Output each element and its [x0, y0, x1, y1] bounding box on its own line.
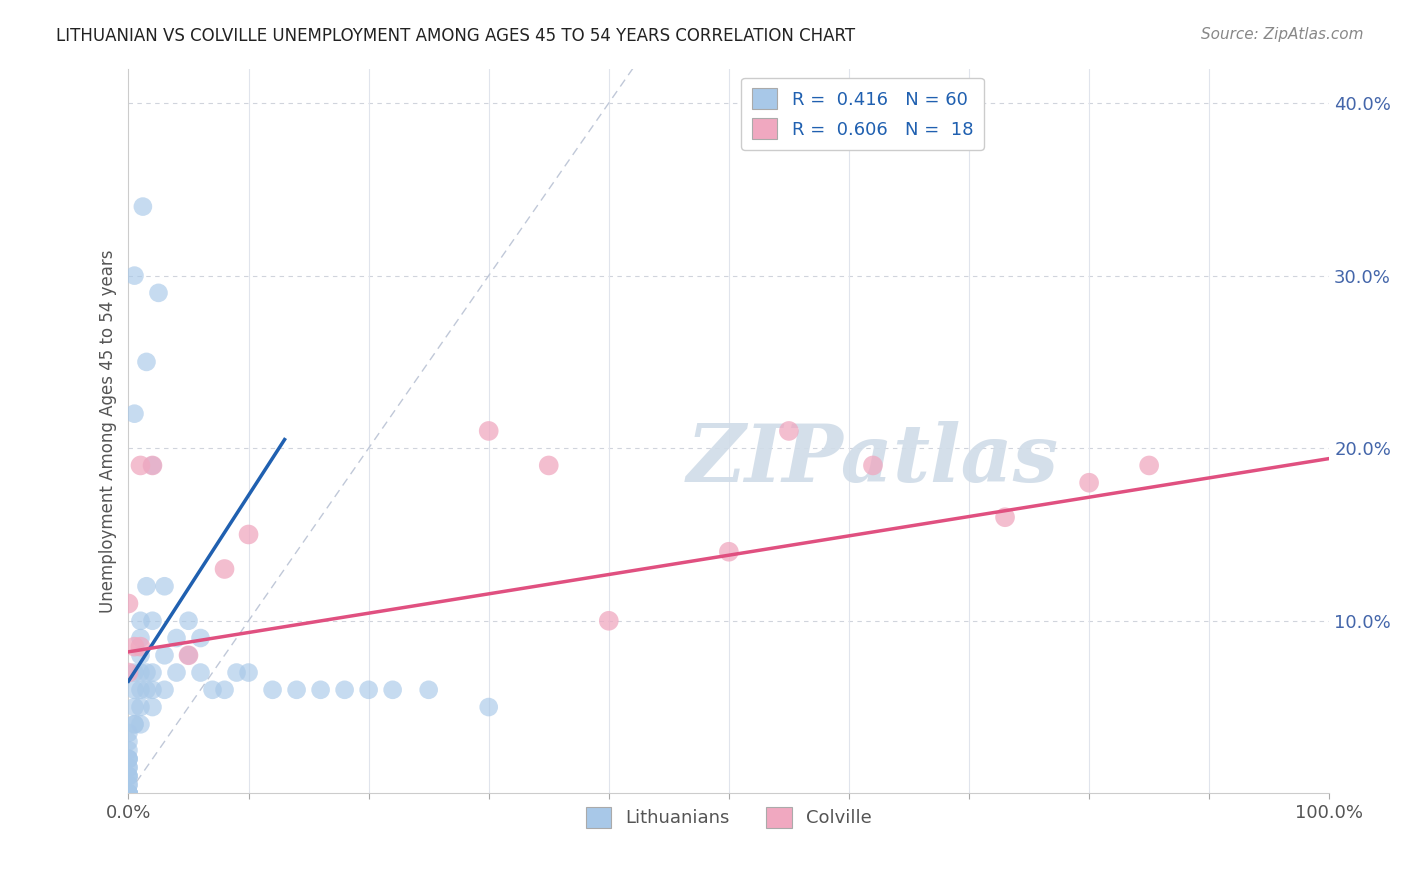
Legend: Lithuanians, Colville: Lithuanians, Colville	[579, 800, 879, 835]
Point	[309, 682, 332, 697]
Point	[135, 579, 157, 593]
Point	[129, 640, 152, 654]
Point	[117, 752, 139, 766]
Point	[153, 579, 176, 593]
Point	[124, 717, 146, 731]
Point	[201, 682, 224, 697]
Point	[117, 752, 139, 766]
Point	[117, 786, 139, 800]
Point	[537, 458, 560, 473]
Point	[132, 200, 155, 214]
Point	[117, 752, 139, 766]
Point	[214, 682, 236, 697]
Point	[778, 424, 800, 438]
Point	[166, 665, 188, 680]
Point	[124, 700, 146, 714]
Point	[129, 614, 152, 628]
Point	[190, 665, 212, 680]
Point	[129, 717, 152, 731]
Point	[177, 648, 200, 663]
Point	[117, 597, 139, 611]
Point	[117, 760, 139, 774]
Point	[238, 527, 260, 541]
Text: LITHUANIAN VS COLVILLE UNEMPLOYMENT AMONG AGES 45 TO 54 YEARS CORRELATION CHART: LITHUANIAN VS COLVILLE UNEMPLOYMENT AMON…	[56, 27, 855, 45]
Point	[862, 458, 884, 473]
Point	[124, 407, 146, 421]
Point	[141, 458, 163, 473]
Point	[135, 355, 157, 369]
Point	[148, 285, 170, 300]
Point	[117, 769, 139, 783]
Point	[598, 614, 620, 628]
Point	[129, 665, 152, 680]
Point	[214, 562, 236, 576]
Point	[141, 458, 163, 473]
Point	[129, 682, 152, 697]
Point	[225, 665, 247, 680]
Point	[478, 700, 501, 714]
Point	[1078, 475, 1101, 490]
Point	[135, 665, 157, 680]
Point	[141, 614, 163, 628]
Point	[117, 665, 139, 680]
Point	[117, 786, 139, 800]
Y-axis label: Unemployment Among Ages 45 to 54 years: Unemployment Among Ages 45 to 54 years	[100, 249, 117, 613]
Point	[285, 682, 308, 697]
Point	[153, 682, 176, 697]
Point	[117, 734, 139, 748]
Point	[141, 665, 163, 680]
Point	[177, 648, 200, 663]
Point	[418, 682, 440, 697]
Point	[717, 545, 740, 559]
Point	[129, 458, 152, 473]
Point	[153, 648, 176, 663]
Point	[177, 614, 200, 628]
Point	[124, 640, 146, 654]
Point	[166, 631, 188, 645]
Point	[124, 665, 146, 680]
Point	[129, 648, 152, 663]
Point	[333, 682, 356, 697]
Point	[262, 682, 284, 697]
Point	[135, 682, 157, 697]
Point	[381, 682, 404, 697]
Point	[117, 786, 139, 800]
Text: ZIPatlas: ZIPatlas	[688, 421, 1059, 499]
Point	[478, 424, 501, 438]
Point	[117, 760, 139, 774]
Point	[357, 682, 380, 697]
Point	[117, 769, 139, 783]
Point	[1137, 458, 1160, 473]
Point	[117, 778, 139, 792]
Point	[129, 631, 152, 645]
Point	[117, 726, 139, 740]
Point	[141, 682, 163, 697]
Point	[190, 631, 212, 645]
Point	[124, 717, 146, 731]
Point	[129, 700, 152, 714]
Point	[117, 786, 139, 800]
Point	[117, 786, 139, 800]
Point	[117, 778, 139, 792]
Point	[238, 665, 260, 680]
Text: Source: ZipAtlas.com: Source: ZipAtlas.com	[1201, 27, 1364, 42]
Point	[117, 769, 139, 783]
Point	[141, 700, 163, 714]
Point	[117, 786, 139, 800]
Point	[117, 786, 139, 800]
Point	[994, 510, 1017, 524]
Point	[117, 743, 139, 757]
Point	[124, 268, 146, 283]
Point	[124, 682, 146, 697]
